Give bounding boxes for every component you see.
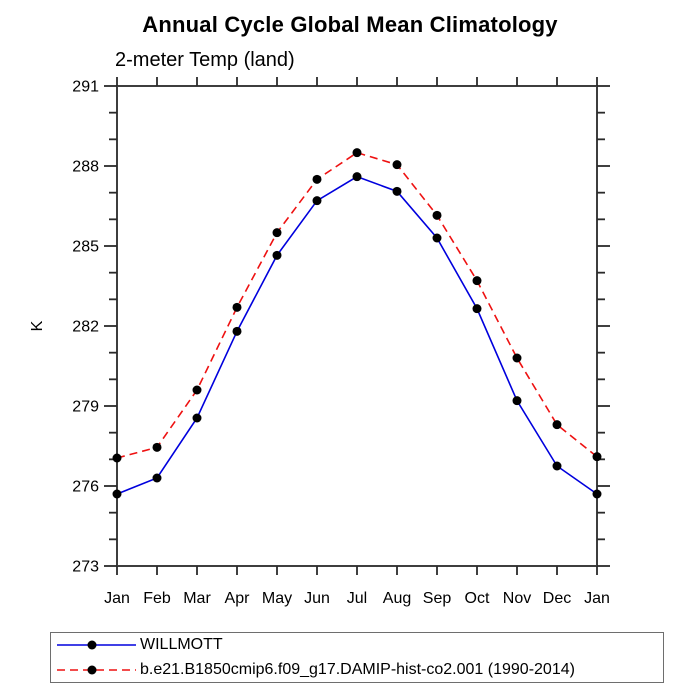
series-marker-0 xyxy=(432,233,442,243)
series-marker-0 xyxy=(152,473,162,483)
y-axis-label: 291 xyxy=(72,79,99,96)
x-axis-label: Jun xyxy=(304,590,330,607)
series-marker-1 xyxy=(352,148,362,158)
series-line-0 xyxy=(116,175,598,495)
y-axis-label: 279 xyxy=(72,399,99,416)
x-axis-label: Sep xyxy=(423,590,452,607)
legend-sample-solid-line xyxy=(57,640,136,650)
series-marker-0 xyxy=(272,250,282,260)
chart-title: Annual Cycle Global Mean Climatology xyxy=(142,12,558,37)
series-marker-1 xyxy=(592,452,602,462)
series-marker-0 xyxy=(552,461,562,471)
series-marker-1 xyxy=(112,453,122,463)
x-axis-label: Oct xyxy=(465,590,490,607)
series-marker-1 xyxy=(312,174,322,184)
plot-box xyxy=(116,85,598,567)
series-marker-1 xyxy=(472,276,482,286)
series-marker-1 xyxy=(432,210,442,220)
series-marker-1 xyxy=(392,160,402,170)
series-marker-1 xyxy=(272,228,282,238)
chart-subtitle: 2-meter Temp (land) xyxy=(115,49,295,71)
series-marker-0 xyxy=(512,396,522,406)
series-marker-0 xyxy=(192,413,202,423)
x-axis-label: Jan xyxy=(104,590,130,607)
y-axis-label: 273 xyxy=(72,559,99,576)
legend-label-willmott: WILLMOTT xyxy=(140,636,223,654)
series-marker-1 xyxy=(152,442,162,452)
legend-sample-marker-0 xyxy=(87,640,97,650)
x-axis-label: Apr xyxy=(225,590,251,607)
y-axis-label: 282 xyxy=(72,319,99,336)
series-marker-1 xyxy=(512,353,522,363)
series-marker-1 xyxy=(192,385,202,395)
legend-sample-dashed-line xyxy=(57,665,136,675)
x-axis-label: Nov xyxy=(503,590,531,607)
legend-row-model: b.e21.B1850cmip6.f09_g17.DAMIP-hist-co2.… xyxy=(56,658,663,682)
x-axis-label: Jul xyxy=(347,590,367,607)
y-axis-label: 276 xyxy=(72,479,99,496)
series-marker-0 xyxy=(312,196,322,206)
series-line-1 xyxy=(116,151,598,459)
legend-label-model: b.e21.B1850cmip6.f09_g17.DAMIP-hist-co2.… xyxy=(140,660,575,678)
series-marker-1 xyxy=(232,302,242,312)
x-axis-label: May xyxy=(262,590,292,607)
x-axis-label: Mar xyxy=(183,590,211,607)
y-axis-label: 288 xyxy=(72,159,99,176)
series-marker-0 xyxy=(232,326,242,336)
series-marker-1 xyxy=(552,420,562,430)
x-axis-label: Aug xyxy=(383,590,411,607)
x-axis-label: Feb xyxy=(143,590,171,607)
series-marker-0 xyxy=(352,172,362,182)
x-axis-label: Jan xyxy=(584,590,610,607)
series-marker-0 xyxy=(472,304,482,314)
y-axis-label: 285 xyxy=(72,239,99,256)
y-axis-title: K xyxy=(29,320,46,331)
legend-row-willmott: WILLMOTT xyxy=(56,633,663,657)
series-marker-0 xyxy=(392,186,402,196)
legend-sample-marker-1 xyxy=(87,665,97,675)
series-marker-0 xyxy=(112,489,122,499)
series-marker-0 xyxy=(592,489,602,499)
legend-box: WILLMOTT b.e21.B1850cmip6.f09_g17.DAMIP-… xyxy=(50,632,664,683)
x-axis-label: Dec xyxy=(543,590,571,607)
